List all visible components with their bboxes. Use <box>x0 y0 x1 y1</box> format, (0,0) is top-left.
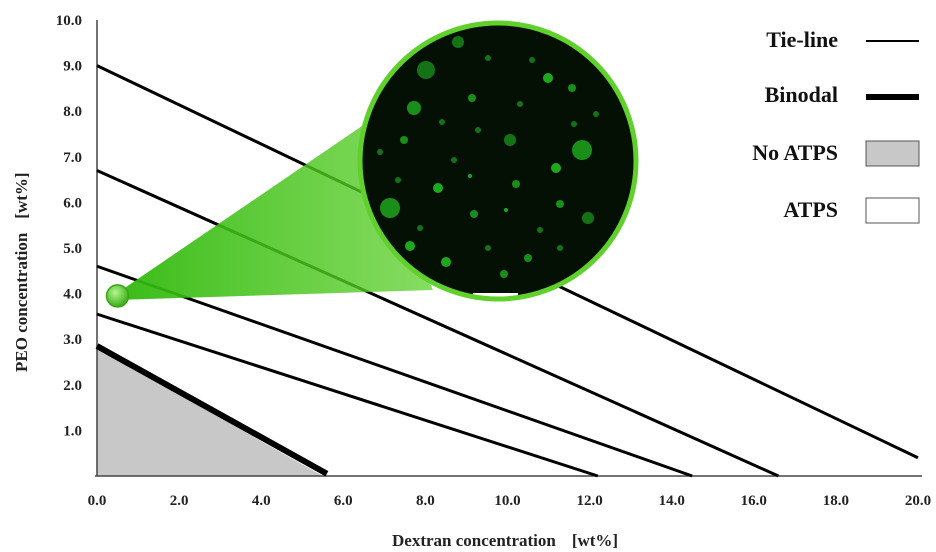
tie-line <box>96 312 599 478</box>
droplet <box>433 183 443 193</box>
droplet <box>551 163 561 173</box>
y-tick-label: 6.0 <box>63 195 82 211</box>
droplet <box>504 208 508 212</box>
droplet <box>572 140 592 160</box>
x-tick-label: 18.0 <box>823 493 849 509</box>
droplet <box>451 157 457 163</box>
droplet <box>485 245 491 251</box>
droplet <box>468 94 476 102</box>
droplet <box>556 200 564 208</box>
droplet <box>593 111 599 117</box>
x-tick-label: 0.0 <box>88 493 107 509</box>
y-tick-label: 4.0 <box>63 287 82 303</box>
x-tick-label: 4.0 <box>252 493 271 509</box>
droplet <box>475 127 481 133</box>
tie-line <box>96 264 693 478</box>
droplet <box>517 101 523 107</box>
legend-label-atps: ATPS <box>783 197 838 222</box>
highlight-point <box>105 284 130 308</box>
y-axis-label: PEO concentration[wt%] <box>12 172 31 372</box>
x-tick-label: 14.0 <box>659 493 685 509</box>
y-tick-label: 2.0 <box>63 378 82 394</box>
binodal-line <box>95 343 329 477</box>
droplet <box>571 121 577 127</box>
droplet <box>568 84 576 92</box>
droplet <box>529 57 535 63</box>
x-tick-label: 2.0 <box>170 493 189 509</box>
droplet <box>417 61 435 79</box>
droplet <box>470 210 478 218</box>
droplet <box>441 257 451 267</box>
droplet <box>405 241 415 251</box>
droplet <box>400 136 408 144</box>
micrograph-inset <box>357 20 639 302</box>
legend-label-no-atps: No ATPS <box>752 140 838 165</box>
legend: Tie-line Binodal No ATPS ATPS <box>752 27 920 224</box>
droplet <box>439 119 445 125</box>
droplet <box>537 227 543 233</box>
droplet <box>417 225 423 231</box>
y-tick-label: 3.0 <box>63 332 82 348</box>
zoom-beam <box>117 126 434 300</box>
legend-label-tie-line: Tie-line <box>766 27 838 52</box>
y-tick-label: 9.0 <box>63 59 82 75</box>
scale-bar <box>473 293 518 297</box>
x-tick-label: 6.0 <box>334 493 353 509</box>
y-tick-label: 10.0 <box>56 13 82 29</box>
x-tick-label: 20.0 <box>905 493 931 509</box>
droplet <box>557 245 563 251</box>
droplet <box>582 212 594 224</box>
y-tick-label: 5.0 <box>63 241 82 257</box>
legend-label-binodal: Binodal <box>765 82 838 107</box>
x-tick-label: 16.0 <box>741 493 767 509</box>
droplet <box>452 36 464 48</box>
droplet <box>377 149 383 155</box>
y-tick-label: 1.0 <box>63 423 82 439</box>
legend-swatch-no-atps <box>865 140 920 167</box>
droplet <box>543 73 553 83</box>
droplet <box>524 254 532 262</box>
legend-swatch-atps <box>865 197 920 224</box>
y-tick-label: 7.0 <box>63 150 82 166</box>
droplet <box>395 177 401 183</box>
droplet <box>380 198 400 218</box>
droplet <box>485 55 491 61</box>
droplet <box>468 174 472 178</box>
droplet <box>504 134 516 146</box>
x-tick-label: 8.0 <box>416 493 435 509</box>
tie-line <box>96 169 780 478</box>
x-tick-label: 10.0 <box>494 493 520 509</box>
y-tick-label: 8.0 <box>63 104 82 120</box>
x-tick-label: 12.0 <box>576 493 602 509</box>
x-axis-label: Dextran concentration [wt%] <box>392 531 618 550</box>
droplet <box>407 101 421 115</box>
droplet <box>512 180 520 188</box>
droplet <box>500 270 508 278</box>
